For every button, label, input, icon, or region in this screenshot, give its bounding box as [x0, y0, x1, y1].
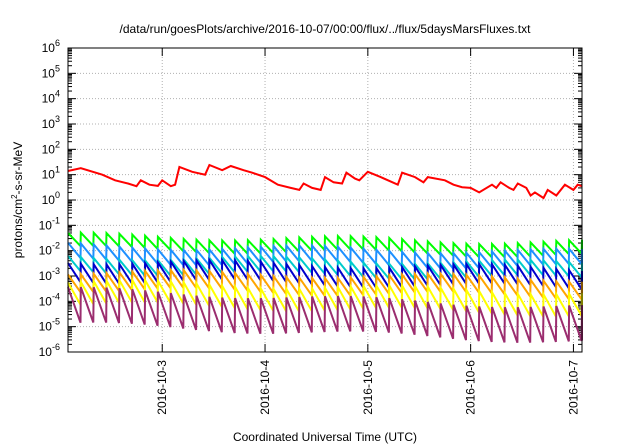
y-tick-label-exponent: 5 — [55, 63, 60, 73]
y-axis-ticks: 10-610-510-410-310-210-11001011021031041… — [39, 38, 582, 359]
y-tick-label-base: 10 — [42, 142, 56, 156]
y-tick-label-exponent: -2 — [52, 241, 60, 251]
x-axis-ticks: 2016-10-3 2016-10-4 2016-10-5 2016-10-6 2016… — [155, 48, 580, 415]
y-axis-label: protons/cm2-s-sr-MeV — [10, 142, 25, 258]
y-tick-label-base: 10 — [42, 193, 56, 207]
y-tick-label-base: 10 — [39, 269, 53, 283]
y-tick-label: 100 — [42, 190, 60, 207]
y-tick-label: 101 — [42, 165, 60, 182]
y-tick-label: 10-6 — [39, 342, 60, 359]
x-tick-label: 2016-10-3 — [155, 360, 169, 415]
y-tick-label-exponent: 1 — [55, 165, 60, 175]
y-axis-label-exponent: 2 — [10, 194, 19, 199]
series-lines — [67, 163, 583, 344]
y-tick-label: 10-3 — [39, 266, 60, 283]
y-tick-label-exponent: -3 — [52, 266, 60, 276]
y-tick-label-base: 10 — [42, 168, 56, 182]
y-tick-label: 10-2 — [39, 241, 60, 258]
y-tick-label: 10-4 — [39, 291, 60, 308]
y-tick-label-exponent: 0 — [55, 190, 60, 200]
y-tick-label-exponent: -5 — [52, 317, 60, 327]
y-tick-label-exponent: -4 — [52, 291, 60, 301]
x-tick-label: 2016-10-5 — [361, 360, 375, 415]
y-tick-label-exponent: 3 — [55, 114, 60, 124]
x-tick-label: 2016-10-6 — [464, 360, 478, 415]
y-tick-label-base: 10 — [42, 41, 56, 55]
y-tick-label: 106 — [42, 38, 60, 55]
y-tick-label: 102 — [42, 139, 60, 156]
y-tick-label: 104 — [42, 89, 60, 106]
y-tick-label-base: 10 — [39, 320, 53, 334]
y-tick-label-base: 10 — [39, 244, 53, 258]
y-tick-label-exponent: 6 — [55, 38, 60, 48]
x-tick-label: 2016-10-7 — [566, 360, 580, 415]
x-axis-label: Coordinated Universal Time (UTC) — [233, 430, 417, 444]
y-axis-label-unit: -s-sr-MeV — [11, 142, 25, 195]
y-tick-label: 103 — [42, 114, 60, 131]
y-tick-label-base: 10 — [42, 117, 56, 131]
y-axis-label-main: protons/cm — [11, 199, 25, 258]
chart-title: /data/run/goesPlots/archive/2016-10-07/0… — [120, 22, 532, 36]
series-line — [67, 286, 583, 344]
x-tick-label: 2016-10-4 — [258, 360, 272, 415]
y-tick-label-base: 10 — [39, 294, 53, 308]
y-tick-label-exponent: 2 — [55, 139, 60, 149]
y-tick-label-base: 10 — [42, 66, 56, 80]
y-tick-label-base: 10 — [39, 345, 53, 359]
y-tick-label: 10-5 — [39, 317, 60, 334]
y-tick-label-base: 10 — [39, 218, 53, 232]
y-tick-label: 10-1 — [39, 215, 60, 232]
plot-frame — [67, 47, 583, 353]
y-tick-label-exponent: 4 — [55, 89, 60, 99]
y-tick-label-base: 10 — [42, 92, 56, 106]
y-tick-label-exponent: -6 — [52, 342, 60, 352]
series-line — [67, 276, 583, 321]
series-line — [67, 163, 583, 200]
y-tick-label-exponent: -1 — [52, 215, 60, 225]
y-tick-label: 105 — [42, 63, 60, 80]
